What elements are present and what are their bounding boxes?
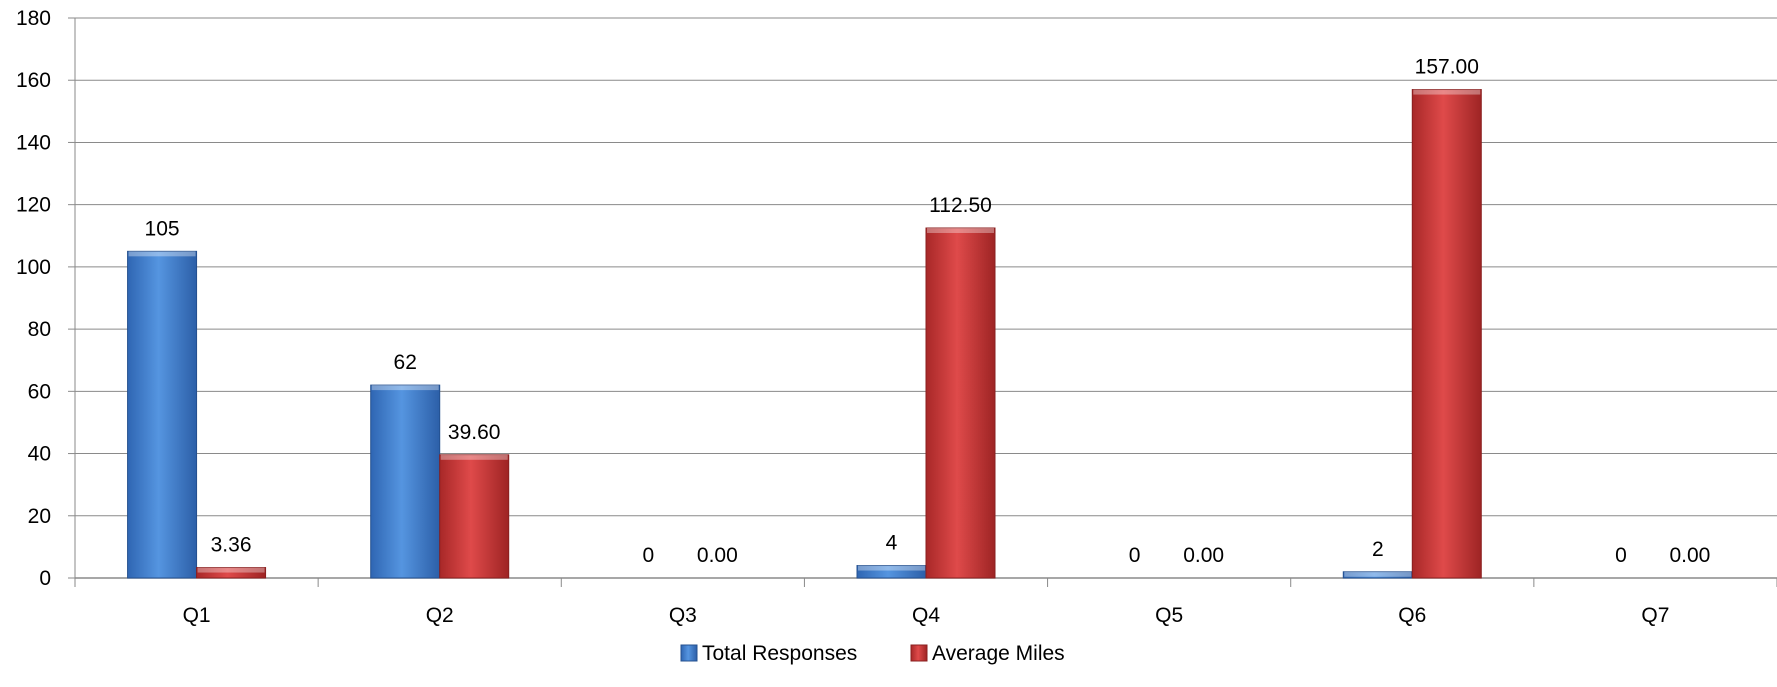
data-label: 0 — [1615, 544, 1627, 567]
legend-label: Total Responses — [702, 642, 857, 665]
x-tick-label: Q5 — [1155, 604, 1183, 627]
bar-highlight — [1413, 89, 1481, 95]
y-tick-label: 0 — [39, 567, 51, 590]
x-tick-label: Q3 — [669, 604, 697, 627]
data-label: 0 — [643, 544, 655, 567]
bar-highlight — [858, 565, 925, 571]
bar-highlight — [1344, 571, 1412, 577]
legend: Total Responses Average Miles — [680, 642, 1065, 665]
bar-highlight — [371, 385, 439, 391]
y-tick-label: 40 — [28, 443, 51, 466]
y-tick-label: 60 — [28, 380, 51, 403]
bar — [1411, 89, 1482, 579]
x-tick-label: Q6 — [1398, 604, 1426, 627]
x-tick-label: Q2 — [426, 604, 454, 627]
data-label: 112.50 — [929, 194, 992, 217]
y-tick-label: 120 — [16, 194, 51, 217]
y-tick-label: 80 — [28, 318, 51, 341]
bar-highlight — [128, 251, 196, 257]
data-label: 0 — [1129, 544, 1141, 567]
bar — [925, 227, 996, 579]
legend-label: Average Miles — [932, 642, 1065, 665]
data-label: 39.60 — [448, 421, 501, 444]
data-label: 0.00 — [1669, 544, 1710, 567]
y-tick-label: 20 — [28, 505, 51, 528]
legend-swatch — [680, 644, 698, 662]
bar-highlight — [927, 228, 994, 233]
bar — [370, 384, 441, 579]
legend-swatch — [910, 644, 928, 662]
y-tick-label: 140 — [16, 131, 51, 154]
data-label: 0.00 — [1183, 544, 1224, 567]
bar-highlight — [197, 567, 265, 573]
bar-highlight — [440, 454, 508, 460]
data-label: 0.00 — [697, 544, 738, 567]
x-tick-label: Q7 — [1641, 604, 1669, 627]
data-label: 3.36 — [211, 534, 252, 557]
data-label: 4 — [886, 532, 898, 555]
data-labels: 105 62 0 4 0 2 0 3.36 39.60 0.00 112.50 0.00 157.00 0… — [145, 56, 1711, 567]
bar — [196, 567, 267, 579]
data-label: 105 — [145, 217, 180, 240]
bar — [127, 250, 198, 579]
y-tick-label: 160 — [16, 69, 51, 92]
data-label: 62 — [394, 351, 417, 374]
bars — [127, 89, 1482, 579]
y-tick-label: 100 — [16, 256, 51, 279]
bar — [439, 454, 510, 579]
x-tick-label: Q1 — [183, 604, 211, 627]
data-label: 2 — [1372, 538, 1384, 561]
y-tick-label: 180 — [16, 7, 51, 30]
data-label: 157.00 — [1415, 56, 1479, 79]
x-tick-label: Q4 — [912, 604, 940, 627]
